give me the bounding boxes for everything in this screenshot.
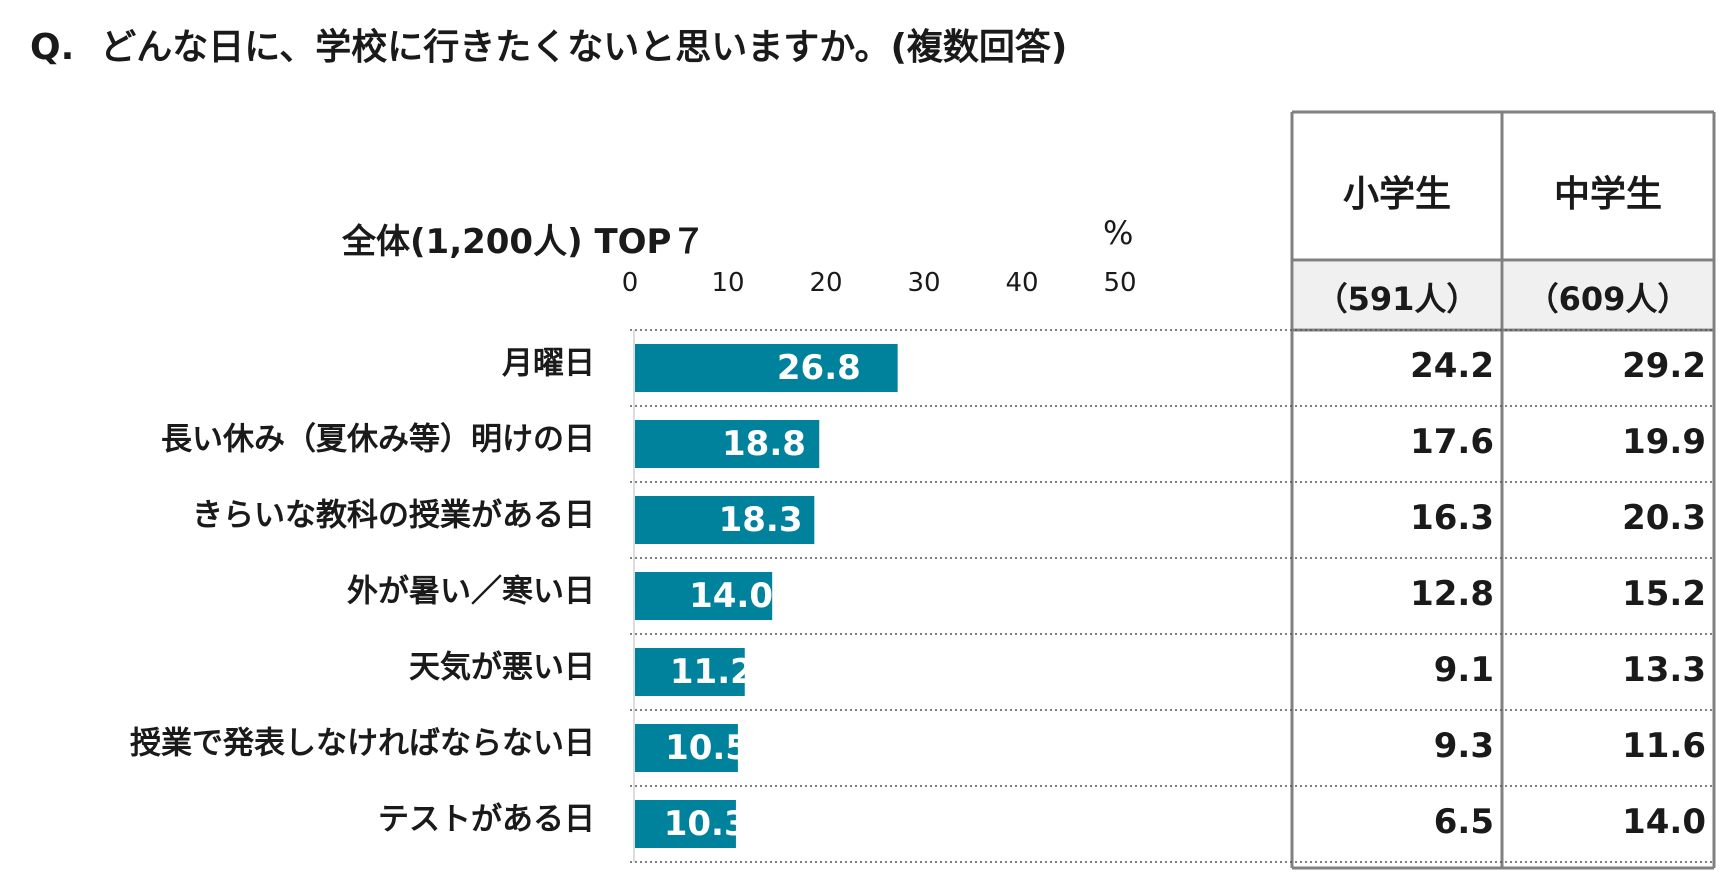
category-label: きらいな教科の授業がある日 <box>192 497 595 534</box>
subheader-cell <box>1294 262 1500 328</box>
table-cell: 9.3 <box>1433 726 1494 766</box>
bar-value-label: 10.3 <box>663 804 748 844</box>
bar <box>635 572 773 620</box>
table-column-count: （609人） <box>1526 280 1690 318</box>
bar <box>635 420 820 468</box>
bar <box>635 648 745 696</box>
bar <box>635 344 898 392</box>
table-cell: 20.3 <box>1622 498 1706 538</box>
table-cell: 29.2 <box>1622 346 1706 386</box>
table-column-count: （591人） <box>1315 280 1479 318</box>
category-label: テストがある日 <box>378 801 595 838</box>
table-cell: 13.3 <box>1622 650 1706 690</box>
x-tick-label: 10 <box>711 268 745 298</box>
question-text: どんな日に、学校に行きたくないと思いますか。(複数回答) <box>100 27 1068 68</box>
bar-value-label: 18.3 <box>718 500 803 540</box>
table-grid <box>1290 110 1716 870</box>
category-label: 授業で発表しなければならない日 <box>130 725 595 762</box>
bar <box>635 800 736 848</box>
table-cell: 17.6 <box>1410 422 1494 462</box>
table-cell: 6.5 <box>1433 802 1494 842</box>
category-label: 外が暑い／寒い日 <box>347 573 595 610</box>
category-label: 天気が悪い日 <box>409 649 595 686</box>
bars <box>635 344 898 848</box>
row-dividers <box>630 329 1714 863</box>
subheader-cell <box>1504 262 1712 328</box>
bar <box>635 496 815 544</box>
table-column-header: 中学生 <box>1553 174 1662 215</box>
bar-value-label: 18.8 <box>722 424 806 464</box>
x-tick-label: 40 <box>1005 268 1039 298</box>
percent-unit: % <box>1103 214 1134 252</box>
x-tick-label: 50 <box>1103 268 1137 298</box>
table-cell: 16.3 <box>1410 498 1494 538</box>
chart-title: 全体(1,200人) TOP７ <box>342 222 706 262</box>
table-cell: 9.1 <box>1433 650 1494 690</box>
bar <box>635 724 738 772</box>
bar-value-label: 14.0 <box>689 576 773 616</box>
table-cell: 24.2 <box>1410 346 1494 386</box>
table-cell: 12.8 <box>1410 574 1494 614</box>
table-cell: 11.6 <box>1622 726 1706 766</box>
category-label: 長い休み（夏休み等）明けの日 <box>161 421 595 458</box>
table-cell: 19.9 <box>1622 422 1706 462</box>
bar-value-label: 26.8 <box>776 348 861 388</box>
question-marker: Q. <box>30 27 75 68</box>
x-tick-label: 0 <box>621 268 639 298</box>
bar-value-label: 11.2 <box>669 652 754 692</box>
table-column-header: 小学生 <box>1342 174 1451 215</box>
question: Q. どんな日に、学校に行きたくないと思いますか。(複数回答) <box>30 18 1067 70</box>
table-cell: 15.2 <box>1622 574 1706 614</box>
bar-value-label: 10.5 <box>665 728 749 768</box>
category-label: 月曜日 <box>502 345 595 382</box>
x-tick-label: 20 <box>809 268 843 298</box>
table-cell: 14.0 <box>1622 802 1706 842</box>
x-tick-label: 30 <box>907 268 941 298</box>
